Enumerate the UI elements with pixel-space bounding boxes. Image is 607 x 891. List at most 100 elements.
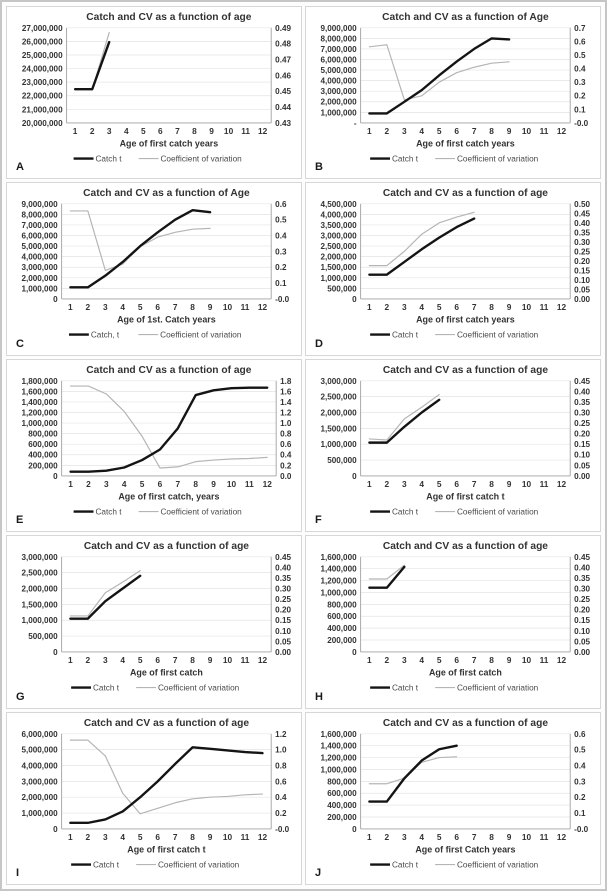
svg-text:0.48: 0.48	[275, 40, 291, 49]
svg-text:1,500,000: 1,500,000	[320, 264, 357, 273]
svg-text:0.6: 0.6	[280, 440, 292, 449]
svg-text:12: 12	[557, 302, 567, 312]
svg-text:1: 1	[367, 126, 372, 136]
svg-text:6: 6	[454, 831, 459, 841]
line-chart-b: Catch and CV as a function of Age 9,000,0…	[306, 7, 600, 178]
svg-text:10: 10	[223, 302, 233, 312]
svg-text:0.35: 0.35	[574, 574, 590, 583]
svg-text:8,000,000: 8,000,000	[320, 34, 357, 43]
svg-text:1: 1	[68, 302, 73, 312]
svg-text:0.45: 0.45	[574, 553, 590, 562]
svg-text:27,000,000: 27,000,000	[22, 24, 63, 33]
svg-text:Catch t: Catch t	[392, 331, 419, 340]
svg-text:0.25: 0.25	[574, 419, 590, 428]
svg-text:Catch and CV as a function of: Catch and CV as a function of age	[383, 717, 549, 728]
svg-text:0.15: 0.15	[574, 440, 590, 449]
svg-text:Coefficient of variation: Coefficient of variation	[457, 155, 539, 164]
svg-text:Coefficient of variation: Coefficient of variation	[457, 331, 539, 340]
svg-text:800,000: 800,000	[327, 601, 357, 610]
svg-text:4,000,000: 4,000,000	[21, 761, 58, 770]
svg-text:2,000,000: 2,000,000	[21, 585, 58, 594]
chart-svg-i: Catch and CV as a function of age 6,000,0…	[21, 717, 290, 869]
svg-text:8: 8	[190, 655, 195, 665]
svg-text:0.15: 0.15	[574, 267, 590, 276]
svg-text:3: 3	[402, 831, 407, 841]
svg-text:0.00: 0.00	[574, 295, 590, 304]
svg-text:6: 6	[158, 479, 163, 489]
svg-text:0.35: 0.35	[275, 574, 291, 583]
svg-text:Age of first catch years: Age of first catch years	[416, 139, 515, 149]
svg-text:0.6: 0.6	[275, 200, 287, 209]
svg-text:7: 7	[173, 831, 178, 841]
svg-text:200,000: 200,000	[28, 461, 58, 470]
svg-text:600,000: 600,000	[327, 612, 357, 621]
svg-text:Age of first catch t: Age of first catch t	[127, 844, 205, 854]
svg-text:1: 1	[367, 479, 372, 489]
svg-text:0.40: 0.40	[275, 564, 291, 573]
svg-text:-0.0: -0.0	[275, 824, 290, 833]
svg-text:11: 11	[540, 655, 549, 665]
svg-text:20,000,000: 20,000,000	[22, 119, 63, 128]
svg-text:0.2: 0.2	[574, 92, 586, 101]
svg-text:1.2: 1.2	[280, 408, 292, 417]
svg-text:3,000,000: 3,000,000	[21, 553, 58, 562]
svg-text:0.3: 0.3	[574, 78, 586, 87]
svg-text:0.2: 0.2	[275, 264, 287, 273]
svg-text:0.5: 0.5	[275, 216, 287, 225]
svg-text:4: 4	[419, 831, 424, 841]
svg-text:1,000,000: 1,000,000	[21, 616, 58, 625]
svg-text:0.30: 0.30	[574, 238, 590, 247]
svg-text:6,000,000: 6,000,000	[320, 55, 357, 64]
svg-text:5: 5	[141, 126, 146, 136]
svg-text:4: 4	[419, 126, 424, 136]
svg-text:0: 0	[53, 295, 58, 304]
svg-text:6: 6	[158, 126, 163, 136]
svg-text:6: 6	[454, 655, 459, 665]
svg-text:22,000,000: 22,000,000	[22, 92, 63, 101]
svg-text:1,000,000: 1,000,000	[320, 274, 357, 283]
panel-letter-g: G	[16, 690, 25, 703]
chart-panel-a: Catch and CV as a function of age 27,000,…	[6, 6, 302, 180]
svg-text:Catch t: Catch t	[95, 155, 122, 164]
svg-text:0.45: 0.45	[275, 553, 291, 562]
svg-text:-0.0: -0.0	[275, 295, 289, 304]
line-chart-i: Catch and CV as a function of age 6,000,0…	[7, 713, 301, 884]
svg-text:Catch, t: Catch, t	[91, 331, 120, 340]
chart-svg-c: Catch and CV as a function of Age 9,000,0…	[21, 188, 289, 340]
svg-text:Age of first catch: Age of first catch	[130, 668, 203, 678]
svg-text:0: 0	[352, 295, 357, 304]
svg-text:Catch t: Catch t	[392, 507, 419, 516]
svg-text:4,000,000: 4,000,000	[320, 211, 357, 220]
svg-text:0.45: 0.45	[574, 210, 590, 219]
svg-text:26,000,000: 26,000,000	[22, 37, 63, 46]
svg-text:0: 0	[53, 472, 58, 481]
svg-text:0.6: 0.6	[275, 777, 287, 786]
svg-text:0.3: 0.3	[574, 777, 586, 786]
svg-text:1,400,000: 1,400,000	[320, 565, 357, 574]
svg-text:1,000,000: 1,000,000	[320, 765, 357, 774]
svg-text:8: 8	[489, 831, 494, 841]
svg-text:11: 11	[245, 479, 254, 489]
svg-text:Coefficient of variation: Coefficient of variation	[160, 331, 242, 340]
svg-text:0.40: 0.40	[574, 219, 590, 228]
svg-text:0.20: 0.20	[574, 606, 590, 615]
svg-text:0.45: 0.45	[574, 377, 590, 386]
svg-text:9: 9	[507, 302, 512, 312]
svg-text:600,000: 600,000	[28, 440, 58, 449]
svg-text:Catch t: Catch t	[392, 684, 419, 693]
panel-letter-e: E	[16, 514, 24, 527]
panel-letter-b: B	[315, 161, 323, 174]
line-chart-d: Catch and CV as a function of age 4,500,0…	[306, 183, 600, 354]
svg-text:800,000: 800,000	[327, 777, 357, 786]
svg-text:0.25: 0.25	[574, 248, 590, 257]
svg-text:2: 2	[86, 831, 91, 841]
svg-text:7: 7	[173, 655, 178, 665]
svg-text:0.40: 0.40	[574, 387, 590, 396]
svg-text:4,500,000: 4,500,000	[320, 200, 357, 209]
svg-text:1: 1	[68, 831, 73, 841]
svg-text:1: 1	[367, 831, 372, 841]
svg-text:2,500,000: 2,500,000	[320, 392, 357, 401]
svg-text:7: 7	[472, 126, 477, 136]
svg-text:11: 11	[241, 126, 250, 136]
svg-text:0.43: 0.43	[275, 119, 291, 128]
